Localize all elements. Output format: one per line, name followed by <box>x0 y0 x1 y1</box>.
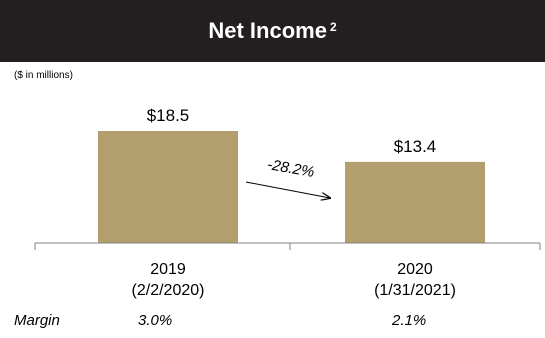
category-label-2019: 2019 <box>150 261 186 278</box>
title-footnote-marker: 2 <box>329 20 337 34</box>
value-label-2019: $18.5 <box>147 106 190 125</box>
chart-header: Net Income 2 <box>0 0 545 62</box>
margin-value-2020: 2.1% <box>392 312 427 329</box>
value-label-2020: $13.4 <box>394 137 437 156</box>
category-sublabel-2019: (2/2/2020) <box>132 282 205 299</box>
bar-2020 <box>345 161 485 243</box>
margin-value-2019: 3.0% <box>138 312 173 329</box>
change-arrow <box>245 181 330 198</box>
category-label-2020: 2020 <box>397 261 433 278</box>
margin-label: Margin <box>14 312 60 329</box>
chart-title: Net Income <box>208 18 327 43</box>
change-annotation: -28.2% <box>266 156 316 181</box>
units-note: ($ in millions) <box>14 70 73 81</box>
category-sublabel-2020: (1/31/2021) <box>374 282 456 299</box>
bar-2019 <box>98 131 238 243</box>
